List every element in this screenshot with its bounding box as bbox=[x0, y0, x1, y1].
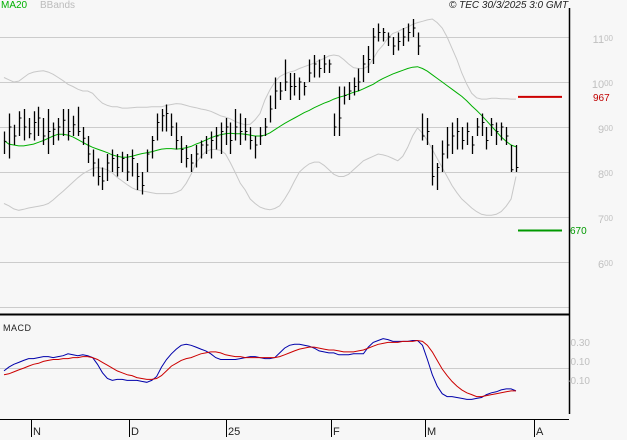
price-gridlines bbox=[0, 37, 569, 308]
bollinger-upper-line bbox=[3, 18, 516, 126]
macd-tick-010: 0.10 bbox=[570, 357, 590, 368]
price-tick-600: 600 bbox=[597, 259, 613, 271]
chart-frame bbox=[0, 8, 571, 420]
support-label: 670 bbox=[570, 226, 587, 237]
price-tick-700: 700 bbox=[597, 214, 613, 226]
macd-title: MACD bbox=[3, 323, 32, 333]
price-tick-1000: 1000 bbox=[591, 79, 613, 91]
x-tick-D: D bbox=[131, 426, 139, 438]
price-bars bbox=[3, 19, 519, 195]
x-tick-F: F bbox=[333, 426, 340, 438]
x-tick-A: A bbox=[536, 426, 544, 438]
legend-bbands: BBands bbox=[40, 0, 76, 11]
x-tick-M: M bbox=[427, 426, 437, 438]
resistance-label: 967 bbox=[593, 93, 610, 104]
x-tick-25: 25 bbox=[228, 426, 241, 438]
support-resistance-lines bbox=[518, 95, 562, 232]
legend-ma20: MA20 bbox=[1, 0, 28, 11]
price-tick-800: 800 bbox=[597, 169, 613, 181]
price-tick-1100: 1100 bbox=[592, 34, 613, 46]
x-axis-ticks bbox=[31, 420, 535, 437]
copyright-timestamp: © TEC 30/3/2025 3:0 GMT bbox=[449, 0, 569, 11]
macd-tick-030: 0.30 bbox=[570, 338, 590, 349]
price-tick-900: 900 bbox=[597, 124, 613, 136]
macd-signal-line bbox=[3, 339, 516, 398]
macd-tick-neg010: -0.10 bbox=[567, 376, 590, 387]
bollinger-lower-line bbox=[3, 127, 517, 216]
x-tick-N: N bbox=[33, 426, 41, 438]
